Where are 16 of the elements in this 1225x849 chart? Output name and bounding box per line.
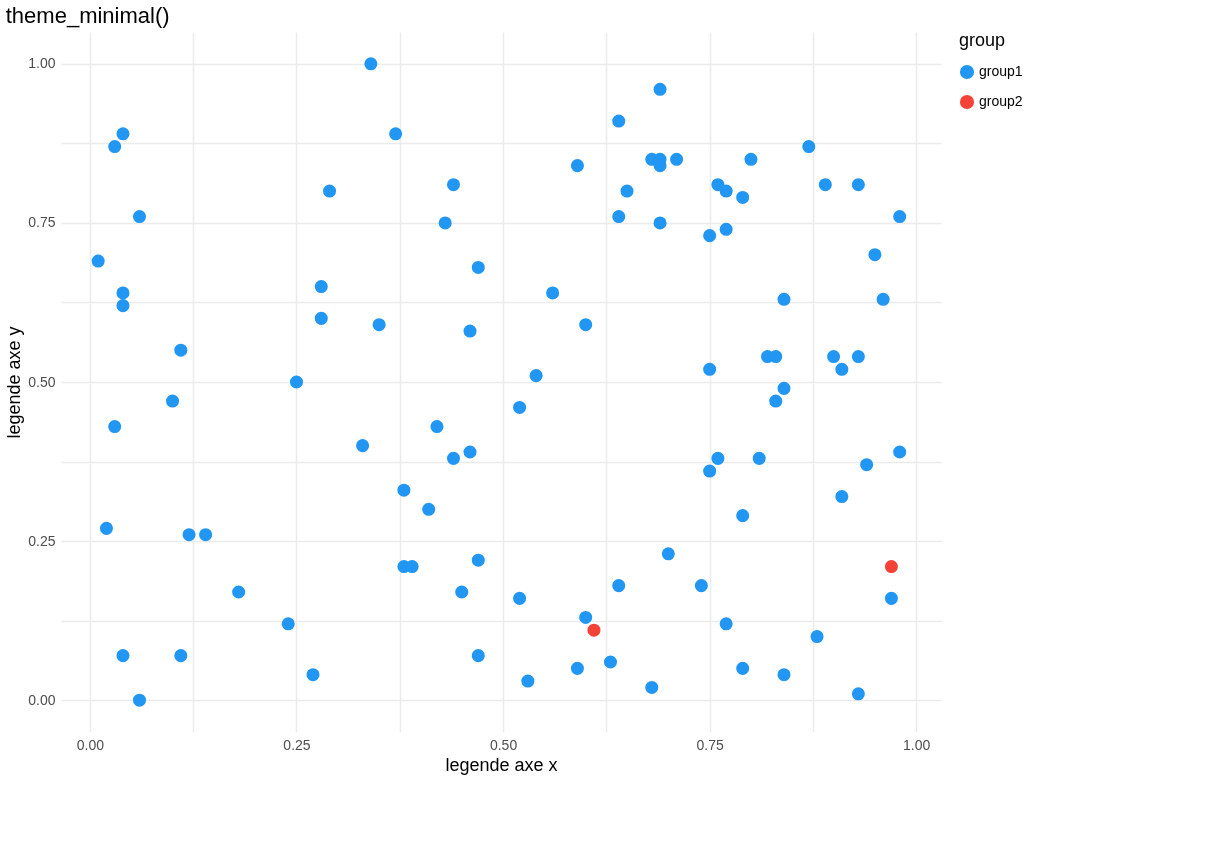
y-tick-label: 0.00 [28, 691, 56, 708]
legend-label: group2 [979, 93, 1023, 109]
y-tick-label: 0.50 [28, 373, 56, 390]
x-tick-label: 0.00 [76, 736, 105, 753]
x-axis-title: legende axe x [445, 754, 558, 775]
x-tick-label: 0.75 [696, 736, 724, 753]
legend-title: group [959, 30, 1006, 50]
y-tick-label: 0.25 [28, 532, 56, 549]
x-tick-label: 0.25 [283, 736, 311, 753]
legend-label: group1 [979, 63, 1023, 79]
y-tick-label: 1.00 [28, 55, 56, 72]
y-axis-title: legende axe y [4, 326, 25, 439]
y-tick-label: 0.75 [28, 214, 56, 231]
x-tick-label: 1.00 [903, 736, 931, 753]
x-tick-label: 0.50 [489, 736, 518, 753]
chart-title: theme_minimal() [5, 3, 170, 28]
